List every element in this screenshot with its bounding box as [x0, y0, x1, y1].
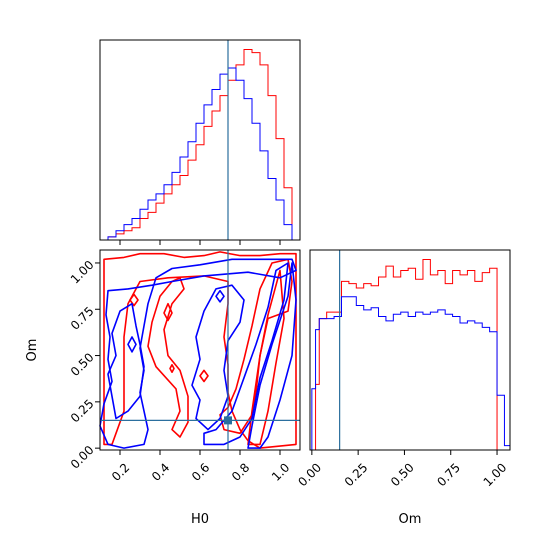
contour-series-0-7	[199, 369, 209, 383]
x-tick-label: 0.4	[149, 460, 172, 483]
x-tick-label: 0.50	[388, 460, 417, 489]
x-tick-label: 0.8	[229, 460, 252, 483]
contour-series-0-6	[169, 364, 175, 373]
contour-series-0-3	[247, 269, 285, 446]
x-axis-label: H0	[191, 512, 209, 527]
x-axis-label: Om	[399, 512, 422, 527]
histogram-series-0	[100, 49, 300, 241]
contour-series-1-5	[127, 336, 137, 353]
y-axis-label: Om	[25, 339, 40, 362]
contour-series-0-1	[147, 277, 189, 438]
x-tick-label: 0.6	[189, 460, 212, 483]
panel-h0-marginal	[99, 39, 301, 245]
y-tick-label: 0.00	[68, 443, 97, 472]
panel-om-marginal: 0.00 0.25 0.50 0.75 1.00 Om	[295, 249, 511, 527]
y-tick-label: 0.25	[68, 397, 97, 426]
x-tick-label: 0.25	[342, 460, 371, 489]
contour-series-1-3	[191, 284, 245, 431]
y-tick-label: 0.75	[68, 304, 97, 333]
x-tick-label: 1.0	[269, 460, 292, 483]
truth-marker	[224, 416, 232, 425]
y-tick-label: 0.50	[68, 350, 97, 379]
contour-series-1-1	[107, 302, 145, 420]
axis-frame	[99, 39, 301, 241]
histogram-series-1	[311, 296, 511, 450]
contour-series-1-4	[247, 262, 297, 449]
x-tick-label: 0.00	[295, 460, 324, 489]
x-tick-label: 1.00	[481, 460, 510, 489]
contour-series-1-6	[215, 289, 225, 303]
axis-frame	[309, 249, 511, 451]
x-tick-label: 0.75	[434, 460, 463, 489]
histogram-series-0	[311, 259, 510, 451]
x-tick-label: 0.2	[109, 460, 132, 483]
y-tick-label: 1.00	[68, 258, 97, 287]
histogram-series-1	[100, 67, 300, 241]
panel-h0-om-contours: 0.00 0.25 0.50 0.75 1.00 Om 0.2 0.4 0.6 0.8 1.0 H0	[25, 249, 301, 527]
contour-series-0-5	[163, 302, 173, 322]
